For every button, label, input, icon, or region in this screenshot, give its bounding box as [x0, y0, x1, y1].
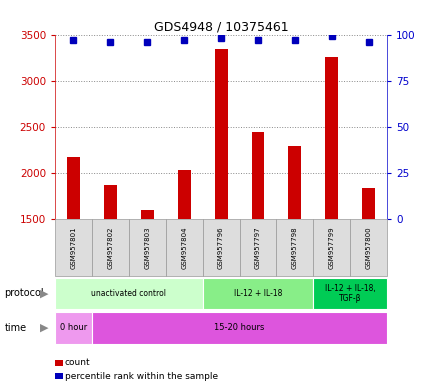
Text: GSM957804: GSM957804	[181, 227, 187, 269]
Text: IL-12 + IL-18: IL-12 + IL-18	[234, 289, 282, 298]
Bar	[92, 219, 129, 276]
Text: ▶: ▶	[40, 323, 48, 333]
Bar	[239, 219, 276, 276]
Bar	[55, 219, 92, 276]
Text: protocol: protocol	[4, 288, 44, 298]
Bar	[313, 278, 387, 309]
Text: percentile rank within the sample: percentile rank within the sample	[65, 372, 218, 381]
Text: GSM957797: GSM957797	[255, 226, 261, 269]
Bar	[67, 157, 80, 219]
Title: GDS4948 / 10375461: GDS4948 / 10375461	[154, 20, 288, 33]
Bar	[203, 278, 313, 309]
Bar	[362, 187, 375, 219]
Text: GSM957803: GSM957803	[144, 226, 150, 269]
Bar	[55, 312, 92, 344]
Text: 15-20 hours: 15-20 hours	[214, 323, 265, 333]
Bar	[92, 312, 387, 344]
Text: GSM957799: GSM957799	[329, 226, 335, 269]
Bar	[276, 219, 313, 276]
Bar	[55, 278, 203, 309]
Bar	[289, 146, 301, 219]
Text: GSM957802: GSM957802	[107, 227, 114, 269]
Bar	[313, 219, 350, 276]
Bar	[104, 185, 117, 219]
Bar	[129, 219, 166, 276]
Text: GSM957798: GSM957798	[292, 226, 298, 269]
Bar	[252, 132, 264, 219]
Bar	[203, 219, 239, 276]
Bar	[141, 210, 154, 219]
Text: count: count	[65, 358, 90, 367]
Text: GSM957796: GSM957796	[218, 226, 224, 269]
Bar	[166, 219, 203, 276]
Text: ▶: ▶	[40, 288, 48, 298]
Bar	[325, 57, 338, 219]
Text: GSM957800: GSM957800	[366, 226, 372, 269]
Text: GSM957801: GSM957801	[70, 226, 77, 269]
Text: unactivated control: unactivated control	[92, 289, 166, 298]
Bar	[215, 49, 227, 219]
Text: time: time	[4, 323, 26, 333]
Bar	[350, 219, 387, 276]
Text: 0 hour: 0 hour	[60, 323, 87, 333]
Text: IL-12 + IL-18,
TGF-β: IL-12 + IL-18, TGF-β	[325, 284, 376, 303]
Bar	[178, 170, 191, 219]
